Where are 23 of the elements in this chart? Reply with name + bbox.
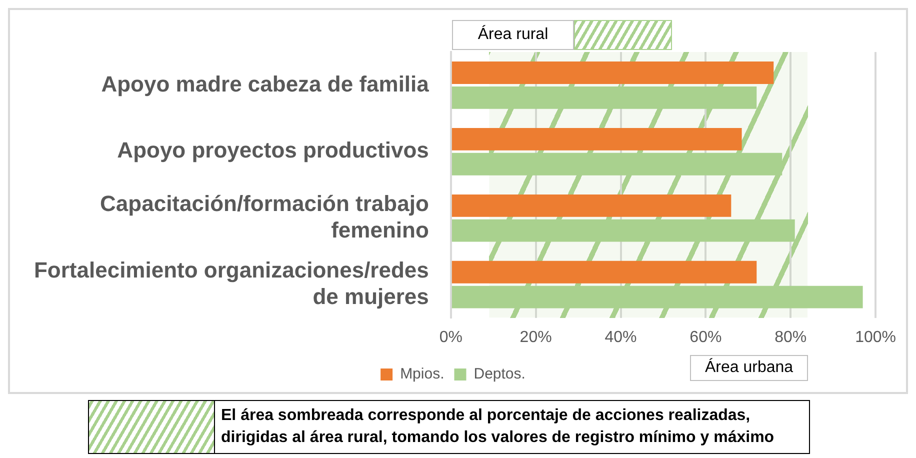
bar (452, 152, 782, 176)
bar (452, 128, 742, 150)
text: Área urbana (690, 355, 808, 381)
y-tick-label: Apoyo proyectos productivos (117, 138, 429, 163)
x-tick-label: 100% (855, 328, 896, 346)
y-tick-label: Fortalecimiento organizaciones/redes de mujeres (34, 257, 429, 309)
x-tick-label: 20% (520, 328, 552, 346)
bar (452, 62, 774, 84)
y-tick-label: Apoyo madre cabeza de familia (101, 71, 430, 96)
legend-label: Mpios. (400, 366, 444, 383)
band-label: Área rural (452, 20, 574, 50)
bar (452, 286, 863, 308)
text: El área sombreada corresponde al porcentaje de acciones realizadas, dirigidas al área rural, tomando los valores de registro mínimo y máximo (220, 406, 776, 448)
x-tick-label: 80% (774, 328, 807, 346)
x-tick-label: 60% (690, 328, 722, 346)
bar (452, 86, 757, 109)
bar (452, 219, 795, 242)
y-tick-label: Capacitación/formación trabajo femenino (100, 190, 429, 242)
x-tick-label: 0% (439, 328, 462, 346)
bar (452, 260, 757, 284)
legend-label: Deptos. (474, 366, 526, 383)
bar (452, 194, 732, 217)
x-tick-label: 40% (604, 328, 637, 346)
